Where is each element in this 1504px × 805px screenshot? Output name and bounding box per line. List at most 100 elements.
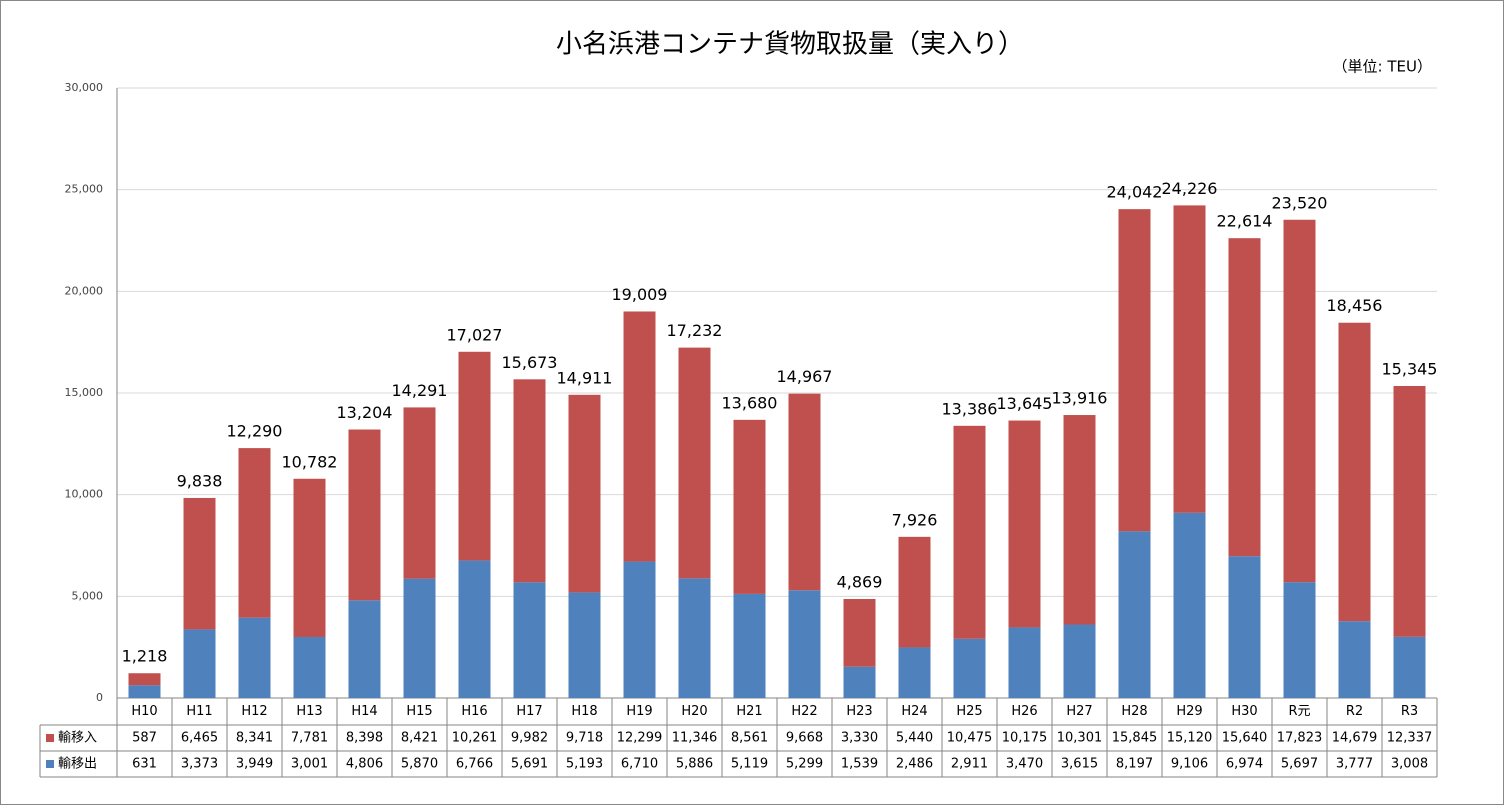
- bar-segment: [293, 636, 326, 698]
- table-cell: 2,486: [896, 757, 933, 772]
- table-cell: 12,299: [617, 731, 663, 746]
- x-tick-label: H24: [901, 704, 927, 719]
- bar-segment: [623, 561, 656, 698]
- table-cell: 587: [132, 731, 157, 746]
- bar-segment: [348, 600, 381, 698]
- bar-segment: [183, 629, 216, 698]
- bar-segment: [788, 393, 821, 591]
- y-tick-label: 10,000: [65, 488, 104, 501]
- bar-segment: [1118, 531, 1151, 698]
- total-label: 7,926: [892, 510, 938, 529]
- bar-segment: [128, 673, 161, 686]
- table-cell: 15,120: [1167, 731, 1213, 746]
- table-cell: 1,539: [841, 757, 878, 772]
- x-tick-label: H20: [681, 704, 707, 719]
- x-tick-label: H11: [186, 704, 212, 719]
- table-cell: 5,886: [676, 757, 713, 772]
- table-cell: 5,870: [401, 757, 438, 772]
- table-cell: 17,823: [1277, 731, 1323, 746]
- x-tick-label: H14: [351, 704, 377, 719]
- bar-segment: [733, 593, 766, 698]
- y-tick-label: 20,000: [65, 284, 104, 297]
- table-cell: 9,718: [566, 731, 603, 746]
- bar-segment: [128, 685, 161, 698]
- table-cell: 4,806: [346, 757, 383, 772]
- table-cell: 10,261: [452, 731, 498, 746]
- total-label: 13,386: [942, 399, 998, 418]
- legend-label: 輸移出: [58, 757, 97, 772]
- bar-segment: [678, 578, 711, 698]
- x-tick-label: H13: [296, 704, 322, 719]
- legend-label: 輸移入: [58, 731, 97, 746]
- table-cell: 3,470: [1006, 757, 1043, 772]
- table-cell: 9,668: [786, 731, 823, 746]
- table-cell: 5,119: [731, 757, 768, 772]
- table-cell: 8,197: [1116, 757, 1153, 772]
- bar-segment: [458, 351, 491, 561]
- table-cell: 5,691: [511, 757, 548, 772]
- bar-segment: [1063, 415, 1096, 625]
- bar-segment: [678, 347, 711, 579]
- table-cell: 631: [132, 757, 157, 772]
- x-tick-label: R2: [1346, 704, 1363, 719]
- bar-segment: [623, 311, 656, 562]
- total-label: 4,869: [837, 572, 883, 591]
- table-cell: 9,982: [511, 731, 548, 746]
- total-label: 13,916: [1052, 389, 1108, 408]
- table-cell: 6,710: [621, 757, 658, 772]
- table-cell: 12,337: [1387, 731, 1433, 746]
- total-label: 9,838: [177, 471, 223, 490]
- bar-segment: [183, 497, 216, 630]
- x-tick-label: H29: [1176, 704, 1202, 719]
- chart-subtitle: （単位: TEU）: [1333, 58, 1432, 76]
- x-tick-label: H23: [846, 704, 872, 719]
- x-tick-label: H12: [241, 704, 267, 719]
- total-label: 14,291: [392, 381, 448, 400]
- bar-segment: [568, 394, 601, 593]
- chart-title: 小名浜港コンテナ貨物取扱量（実入り）: [556, 30, 1024, 60]
- table-cell: 6,465: [181, 731, 218, 746]
- table-cell: 9,106: [1171, 757, 1208, 772]
- legend-swatch: [46, 734, 54, 742]
- table-cell: 15,845: [1112, 731, 1158, 746]
- x-tick-label: H28: [1121, 704, 1147, 719]
- x-tick-label: H10: [131, 704, 157, 719]
- bar-segment: [1393, 636, 1426, 698]
- x-tick-label: H21: [736, 704, 762, 719]
- y-tick-label: 30,000: [65, 81, 104, 94]
- table-cell: 8,421: [401, 731, 438, 746]
- bar-segment: [403, 578, 436, 698]
- y-tick-label: 15,000: [65, 386, 104, 399]
- bar-segment: [458, 560, 491, 698]
- table-cell: 3,008: [1391, 757, 1428, 772]
- x-tick-label: H15: [406, 704, 432, 719]
- table-cell: 10,175: [1002, 731, 1048, 746]
- bar-segment: [293, 478, 326, 637]
- x-tick-label: H18: [571, 704, 597, 719]
- x-tick-label: R3: [1401, 704, 1418, 719]
- bar-segment: [513, 379, 546, 583]
- bar-segment: [1228, 556, 1261, 698]
- total-label: 18,456: [1327, 296, 1383, 315]
- table-cell: 8,341: [236, 731, 273, 746]
- table-cell: 3,949: [236, 757, 273, 772]
- bar-segment: [1283, 582, 1316, 698]
- bar-segment: [568, 592, 601, 698]
- table-cell: 3,373: [181, 757, 218, 772]
- total-label: 14,967: [777, 367, 833, 386]
- table-cell: 8,561: [731, 731, 768, 746]
- total-label: 1,218: [122, 647, 168, 666]
- table-cell: 5,193: [566, 757, 603, 772]
- bar-segment: [733, 419, 766, 594]
- x-tick-label: H16: [461, 704, 487, 719]
- bar-segment: [238, 617, 271, 698]
- y-tick-label: 25,000: [65, 183, 104, 196]
- bar-segment: [403, 407, 436, 579]
- total-label: 19,009: [612, 285, 668, 304]
- table-cell: 3,777: [1336, 757, 1373, 772]
- table-cell: 3,330: [841, 731, 878, 746]
- bar-segment: [238, 448, 271, 618]
- x-tick-label: H22: [791, 704, 817, 719]
- total-label: 17,232: [667, 321, 723, 340]
- table-cell: 7,781: [291, 731, 328, 746]
